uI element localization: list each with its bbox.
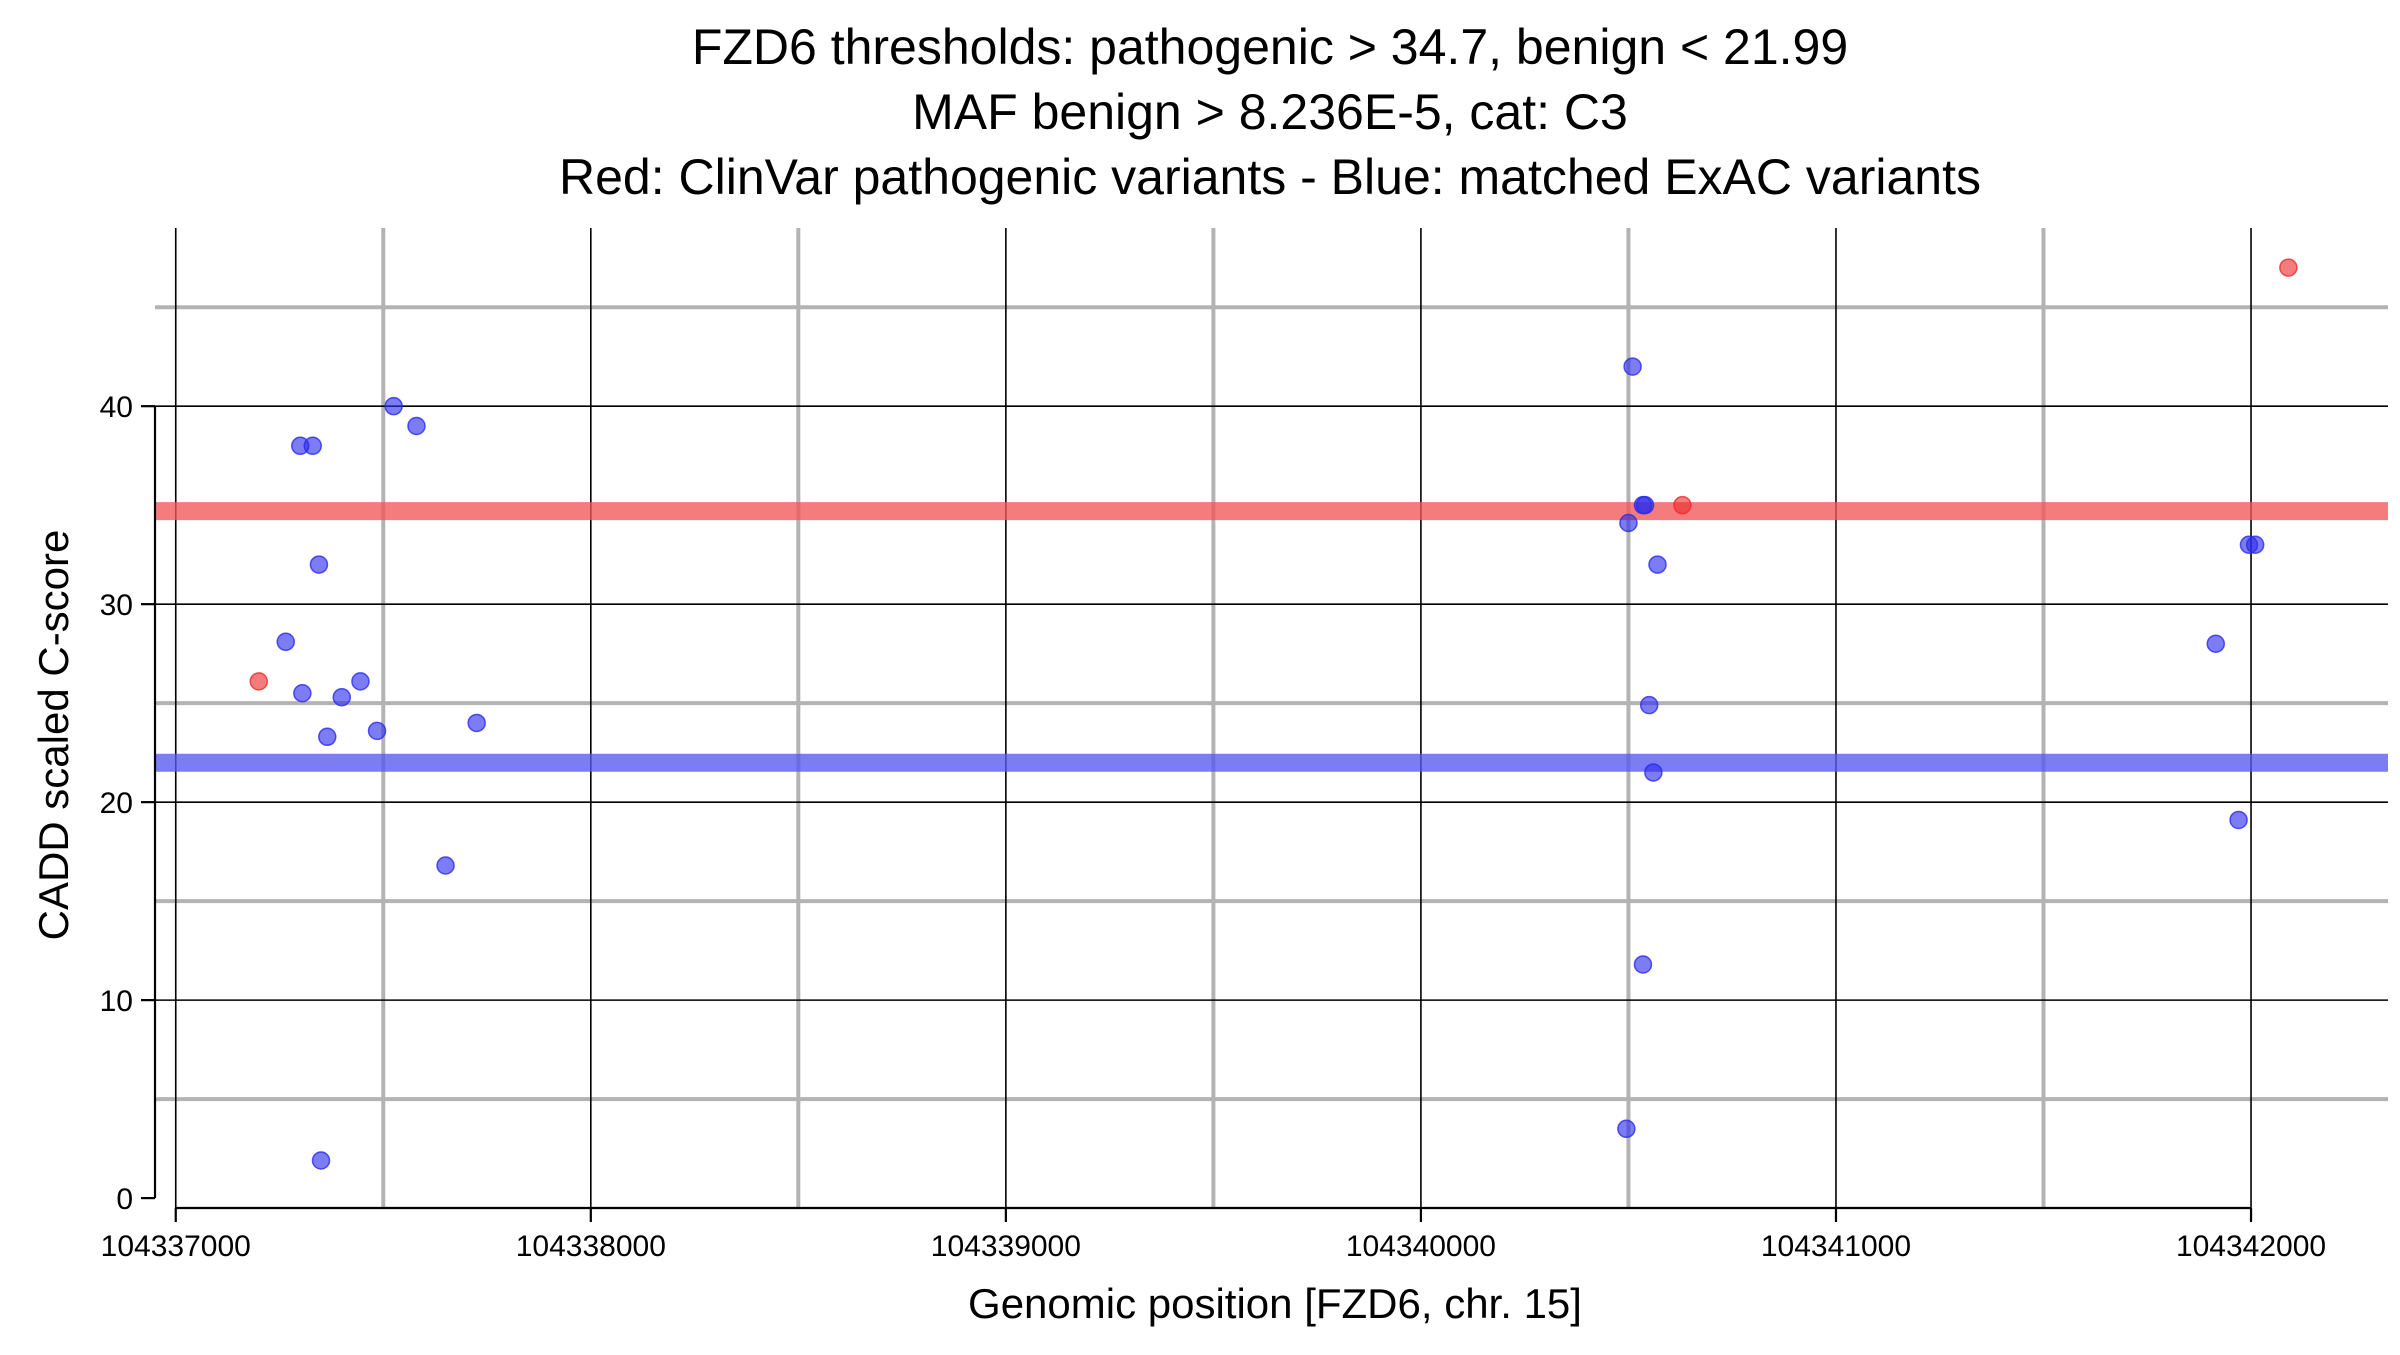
series-1-point-21 [1644, 763, 1663, 782]
series-1-point-26 [2245, 535, 2265, 555]
x-tick-label-2: 104339000 [931, 1230, 1081, 1263]
data-points [249, 258, 2298, 1170]
chart-title-line-2: MAF benign > 8.236E-5, cat: C3 [912, 84, 1628, 140]
chart-title-line-3: Red: ClinVar pathogenic variants - Blue:… [559, 149, 1981, 205]
y-axis-ticks: 0 10 20 30 40 [100, 391, 155, 1216]
minor-gridlines [155, 228, 2388, 1208]
series-1-point-8 [351, 672, 370, 691]
series-1-point-4 [309, 555, 329, 574]
series-0-point-1 [1673, 495, 1692, 515]
chart-title: FZD6 thresholds: pathogenic > 34.7, beni… [559, 19, 1981, 205]
series-1-point-24 [2229, 810, 2248, 830]
x-tick-label-5: 104342000 [2176, 1230, 2326, 1263]
series-1-point-7 [332, 687, 352, 707]
y-tick-label-4: 40 [100, 391, 133, 424]
series-1-point-5 [311, 1151, 331, 1170]
series-1-point-15 [1619, 513, 1638, 533]
y-tick-label-3: 30 [100, 589, 133, 622]
series-1-point-3 [303, 436, 322, 456]
x-tick-label-1: 104338000 [516, 1230, 666, 1263]
series-1-point-23 [2206, 634, 2226, 654]
series-1-point-16 [1623, 357, 1642, 376]
series-1-point-13 [467, 713, 486, 733]
y-axis-title: CADD scaled C-score [30, 530, 77, 941]
series-1-point-6 [317, 727, 337, 747]
series-1-point-14 [1617, 1119, 1636, 1139]
x-tick-label-4: 104341000 [1761, 1230, 1911, 1263]
chart-title-line-1: FZD6 thresholds: pathogenic > 34.7, beni… [692, 19, 1848, 75]
axes [153, 406, 2252, 1210]
x-tick-label-3: 104340000 [1346, 1230, 1496, 1263]
x-axis-ticks: 104337000 104338000 104339000 104340000 1043… [101, 1208, 2326, 1263]
series-1-point-0 [276, 632, 295, 652]
series-1-point-2 [293, 684, 312, 703]
x-tick-label-0: 104337000 [101, 1230, 251, 1263]
series-1-point-11 [407, 416, 426, 436]
series-0-point-2 [2279, 258, 2298, 277]
series-1-point-22 [1648, 555, 1667, 574]
series-1-point-19 [1633, 955, 1653, 974]
x-axis-title: Genomic position [FZD6, chr. 15] [968, 1280, 1582, 1327]
y-tick-label-0: 0 [116, 1183, 133, 1216]
series-1-point-20 [1639, 695, 1659, 715]
threshold-lines [155, 502, 2388, 772]
series-1-point-12 [436, 856, 455, 875]
series-1-point-10 [384, 396, 403, 416]
major-gridlines [155, 228, 2388, 1208]
series-0-point-0 [249, 672, 269, 691]
y-tick-label-2: 20 [100, 787, 133, 820]
y-tick-label-1: 10 [100, 985, 133, 1018]
series-1-point-9 [367, 721, 387, 741]
series-1-point-18 [1635, 495, 1655, 515]
